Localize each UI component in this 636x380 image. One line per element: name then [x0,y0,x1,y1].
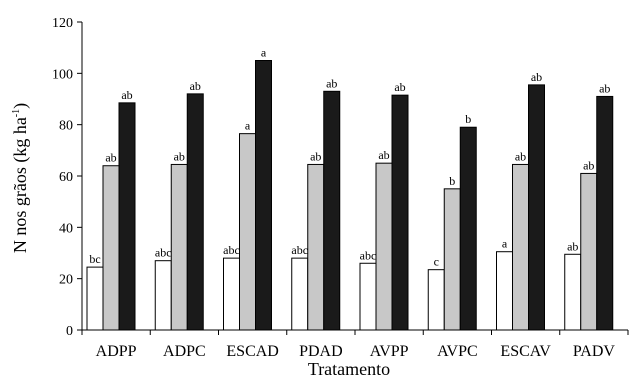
bar-letter-label: ab [190,79,201,93]
bar-letter-label: ab [121,88,132,102]
y-tick-label: 0 [66,324,73,339]
bar [307,163,325,331]
bar-letter-label: a [502,237,508,251]
x-tick-label: AVPC [437,343,478,360]
bar [391,94,409,331]
bar-letter-label: ab [174,149,185,163]
y-tick-label: 40 [59,221,73,236]
bar-letter-label: ab [310,149,321,163]
bar [239,133,256,331]
bar-letter-label: ab [599,81,610,95]
bar [102,165,120,331]
bar [186,93,204,331]
y-tick-label: 120 [52,16,73,31]
bar [359,262,377,331]
bar-letter-label: abc [223,243,240,257]
x-tick-label: PADV [573,343,616,360]
bar [459,126,477,331]
bar [596,95,614,331]
bar [512,163,529,331]
bar-letter-label: ab [515,149,526,163]
bar-letter-label: ab [394,80,405,94]
bar [223,257,240,331]
bar-letter-label: c [434,255,439,269]
bar-letter-label: bc [89,252,100,266]
x-tick-label: ESCAV [500,343,551,360]
bar [291,257,309,331]
bar-letter-label: a [245,119,251,133]
bar [154,260,172,331]
y-tick-label: 20 [59,273,73,288]
bar-letter-label: ab [531,70,542,84]
bar-letter-label: ab [583,158,594,172]
bar [496,251,513,331]
x-tick-label: ESCAD [226,343,278,360]
bar-letter-label: b [449,174,455,188]
bar-letter-label: abc [291,243,308,257]
bar-letter-label: ab [105,151,116,165]
y-axis-title-main: N nos grãos (kg ha [10,117,31,253]
bar-letter-label: b [465,112,471,126]
bar [118,102,136,331]
x-tick-label: AVPP [370,343,409,360]
bar [170,163,188,331]
bar-letter-label: abc [155,246,172,260]
y-axis-title-close: ) [10,103,31,109]
bar [255,60,272,331]
y-tick-label: 100 [52,67,73,82]
x-tick-label: ADPC [163,343,206,360]
bar [375,162,393,331]
bar [528,84,545,331]
x-tick-label: ADPP [96,343,137,360]
bar [323,90,341,331]
x-tick-label: PDAD [299,343,343,360]
bar-letter-label: ab [326,76,337,90]
bar-letter-label: a [261,46,267,60]
y-axis-title-sup: -1 [11,109,22,117]
y-tick-label: 60 [59,170,73,185]
bar [86,266,104,331]
labels: ADPPbcababADPCabcababESCADabcaaPDADabcab… [89,46,615,361]
bars [86,60,614,331]
bar [443,188,461,331]
bar [427,269,445,331]
bar-letter-label: abc [360,248,377,262]
y-tick-label: 80 [59,119,73,134]
bar-letter-label: ab [378,148,389,162]
bar-letter-label: ab [567,239,578,253]
x-axis-title: Tratamento [308,359,390,379]
bar [564,253,582,331]
y-axis-title: N nos grãos (kg ha-1) [10,103,31,253]
bar [580,172,598,331]
